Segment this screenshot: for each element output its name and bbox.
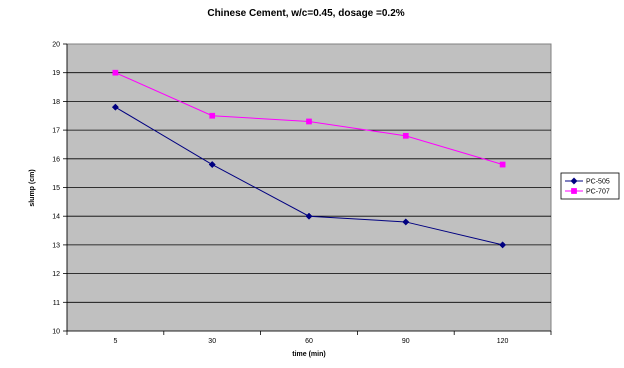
data-point-pc-707	[306, 118, 312, 125]
y-tick-label: 11	[53, 300, 60, 307]
legend-item-pc-505: PC-505	[565, 177, 610, 186]
legend-item-pc-707: PC-707	[565, 188, 610, 196]
x-tick-label: 5	[113, 338, 117, 345]
data-point-pc-505	[402, 218, 410, 226]
data-point-pc-707	[499, 161, 506, 168]
y-tick-label: 10	[52, 329, 60, 336]
legend-box	[560, 172, 620, 200]
y-tick-label: 18	[52, 99, 60, 106]
y-axis-label: slump (cm)	[29, 169, 36, 206]
legend: PC-505 PC-707	[560, 172, 620, 200]
data-point-pc-707	[112, 69, 119, 76]
legend-marker	[571, 188, 577, 194]
x-tick-label: 120	[497, 338, 509, 345]
y-tick-label: 17	[52, 128, 60, 135]
data-point-pc-505	[111, 103, 119, 111]
x-axis-label: time (min)	[292, 351, 325, 358]
y-tick-label: 13	[52, 242, 60, 249]
y-tick-label: 14	[52, 214, 60, 221]
data-point-pc-707	[402, 132, 409, 139]
x-tick-label: 90	[402, 338, 410, 345]
x-tick-label: 60	[305, 338, 313, 345]
y-axis-ticks: 10 11 12 13 14 15 16 17 18 19 20	[52, 42, 60, 336]
data-point-pc-505	[305, 212, 313, 220]
y-tick-label: 12	[52, 271, 60, 278]
legend-marker	[570, 177, 578, 185]
series-pc-707	[112, 69, 506, 168]
chart-title: Chinese Cement, w/c=0.45, dosage =0.2%	[207, 8, 404, 19]
gridlines	[67, 72, 551, 303]
series-pc-505	[111, 103, 507, 249]
x-axis-ticks: 5 30 60 90 120	[113, 338, 508, 345]
y-tick-label: 20	[52, 42, 60, 49]
data-point-pc-707	[209, 112, 216, 119]
series-group	[111, 69, 507, 249]
legend-label: PC-707	[586, 189, 610, 196]
x-tick-label: 30	[208, 338, 216, 345]
y-tick-label: 19	[52, 70, 60, 77]
axes	[63, 43, 552, 335]
legend-label: PC-505	[586, 179, 610, 186]
data-point-pc-505	[208, 160, 216, 169]
y-tick-label: 15	[52, 185, 60, 192]
y-tick-label: 16	[52, 156, 60, 163]
data-point-pc-505	[499, 241, 507, 249]
